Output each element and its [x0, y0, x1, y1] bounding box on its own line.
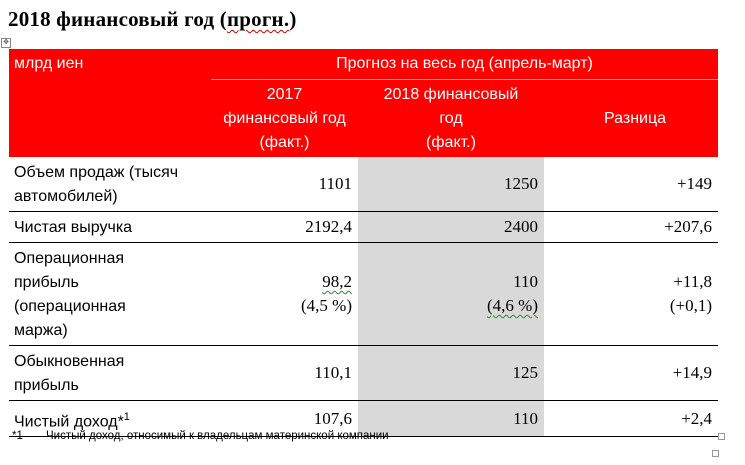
margin-value: (+0,1)	[669, 296, 713, 315]
value-difference: +11,8 (+0,1)	[544, 242, 719, 346]
value-2017: 2192,4	[211, 211, 358, 243]
value-2017: 98,2 (4,5 %)	[211, 242, 358, 346]
row-label: Операционная прибыль (операционная маржа…	[9, 242, 211, 346]
value-2017: 110,1	[211, 345, 358, 401]
value-2018: 125	[358, 345, 544, 401]
footnote: *1 Чистый доход, относимый к владельцам м…	[12, 430, 389, 442]
table-row-net-revenue: Чистая выручка 2192,4 2400 +207,6	[9, 211, 719, 243]
row-label-line: маржа)	[14, 322, 68, 339]
value-main: 110	[513, 272, 538, 291]
resize-handle-icon[interactable]	[718, 433, 725, 440]
spellcheck-word: прогн.	[226, 7, 290, 31]
header-2018-line: год	[439, 109, 463, 127]
footnote-ref: 1	[123, 411, 130, 423]
margin-value: (4,5 %)	[301, 296, 352, 315]
row-label-line: Объем продаж (тысяч	[14, 164, 179, 181]
header-2018-line: 2018 финансовый	[383, 85, 519, 103]
row-label-line: Чистый доход*	[14, 413, 124, 431]
table-row-sales-volume: Объем продаж (тысяч автомобилей) 1101 12…	[9, 157, 719, 212]
value-2018: 110	[358, 400, 544, 438]
row-label-line: автомобилей)	[14, 188, 118, 205]
page-title: 2018 финансовый год (прогн.)	[8, 7, 297, 31]
resize-handle-icon[interactable]	[712, 450, 719, 457]
table-row-ordinary-profit: Обыкновенная прибыль 110,1 125 +14,9	[9, 345, 719, 401]
value-2018: 2400	[358, 211, 544, 243]
footnote-mark: *1	[12, 430, 23, 442]
header-2017: 2017 финансовый год (факт.)	[211, 79, 358, 157]
value-2017: 1101	[211, 157, 358, 212]
table-move-handle-icon[interactable]: ✥	[1, 38, 11, 48]
unit-label: млрд иен	[9, 49, 211, 80]
row-label: Объем продаж (тысяч автомобилей)	[9, 157, 211, 212]
header-2017-line: (факт.)	[259, 133, 310, 151]
value-2017: 107,6	[211, 400, 358, 438]
margin-value: (4,6 %)	[487, 296, 538, 315]
header-row-1: млрд иен Прогноз на весь год (апрель-мар…	[9, 49, 719, 80]
row-label-line: прибыль	[14, 377, 79, 394]
value-main: +11,8	[673, 272, 713, 291]
value-2018: 1250	[358, 157, 544, 212]
forecast-span-header: Прогноз на весь год (апрель-март)	[211, 49, 719, 80]
row-label-line: Обыкновенная	[14, 353, 125, 370]
value-difference: +207,6	[544, 211, 719, 243]
header-difference: Разница	[544, 79, 719, 157]
row-label-line: прибыль	[14, 274, 79, 291]
table-row-net-income: Чистый доход*1 107,6 110 +2,4	[9, 400, 719, 438]
value-difference: +14,9	[544, 345, 719, 401]
header-row-2: 2017 финансовый год (факт.) 2018 финансо…	[9, 79, 719, 157]
value-difference: +149	[544, 157, 719, 212]
financial-forecast-table: млрд иен Прогноз на весь год (апрель-мар…	[9, 49, 719, 438]
value-2018: 110 (4,6 %)	[358, 242, 544, 346]
header-empty-cell	[9, 79, 211, 157]
row-label: Чистый доход*1	[9, 400, 211, 438]
header-2018: 2018 финансовый год (факт.)	[358, 79, 544, 157]
footnote-text: Чистый доход, относимый к владельцам мат…	[46, 430, 389, 442]
header-2017-line: финансовый год	[223, 109, 346, 127]
row-label-line: Операционная	[14, 250, 125, 267]
value-difference: +2,4	[544, 400, 719, 438]
row-label: Обыкновенная прибыль	[9, 345, 211, 401]
row-label: Чистая выручка	[9, 211, 211, 243]
row-label-line: (операционная	[14, 298, 126, 315]
header-2018-line: (факт.)	[426, 133, 476, 151]
row-label-line: Чистая выручка	[14, 219, 133, 236]
header-2017-line: 2017	[266, 85, 303, 103]
value-main: 98,2	[322, 272, 352, 291]
table-row-operating-profit: Операционная прибыль (операционная маржа…	[9, 242, 719, 346]
